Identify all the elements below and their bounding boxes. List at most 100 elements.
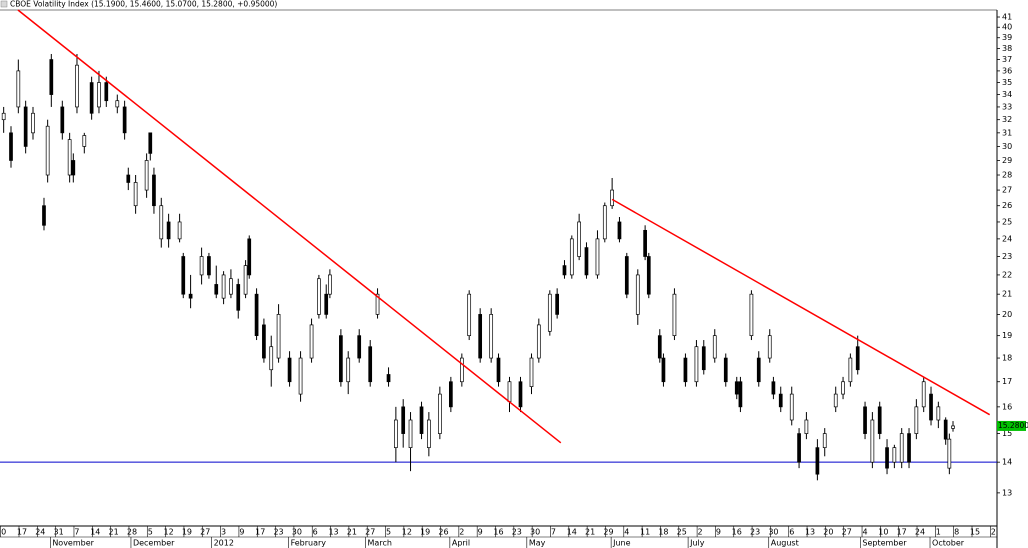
month-label: September: [862, 539, 907, 548]
month-label: April: [452, 539, 470, 548]
x-tick-label: 24: [35, 528, 45, 537]
candle-body: [723, 357, 728, 383]
candle-body: [419, 406, 424, 434]
candle-body: [617, 221, 622, 240]
candle-body: [624, 256, 629, 295]
x-tick-label: 21: [109, 528, 119, 537]
last-price-label: 15.2800: [998, 421, 1028, 430]
y-tick-label: 30: [1002, 142, 1012, 151]
y-tick-label: 37: [1002, 55, 1012, 64]
candle-body: [507, 381, 512, 403]
candle-body: [929, 393, 933, 421]
candle-body: [914, 406, 919, 434]
y-tick-label: 25: [1002, 217, 1012, 226]
x-tick-label: 6: [789, 528, 794, 537]
x-tick-label: 11: [640, 528, 650, 537]
x-tick-label: 9: [478, 528, 483, 537]
x-tick-label: 17: [17, 528, 27, 537]
month-label: March: [368, 539, 392, 548]
x-tick-label: 17: [897, 528, 907, 537]
x-tick-label: 23: [750, 528, 760, 537]
candle-body: [595, 238, 600, 276]
candle-body: [448, 381, 453, 408]
candle-body: [401, 406, 406, 434]
y-tick-label: 20: [1002, 310, 1012, 319]
candle-body: [584, 247, 589, 276]
candle-body: [683, 357, 688, 383]
candle-body: [841, 381, 845, 395]
x-tick-label: 21: [347, 528, 357, 537]
candle-body: [368, 346, 373, 383]
candle-body: [797, 433, 801, 463]
y-tick-label: 15: [1002, 429, 1012, 438]
x-tick-label: 4: [862, 528, 867, 537]
x-tick-label: 9: [716, 528, 721, 537]
candle-body: [438, 393, 442, 434]
candle-body: [822, 433, 827, 448]
candle-body: [82, 135, 87, 147]
candle-body: [767, 335, 772, 359]
candle-body: [635, 274, 640, 315]
candle-body: [756, 357, 761, 383]
x-tick-label: 19: [182, 528, 192, 537]
candle-body: [870, 419, 875, 463]
x-tick-label: 30: [530, 528, 540, 537]
candle-body: [951, 425, 955, 429]
x-tick-label: 6: [313, 528, 318, 537]
candle-body: [943, 419, 948, 440]
candle-body: [122, 106, 127, 134]
x-tick-label: 14: [90, 528, 100, 537]
candle-body: [287, 357, 292, 383]
last-price-box: [997, 420, 1026, 431]
candle-body: [877, 406, 882, 434]
candle-body: [49, 59, 54, 95]
candle-body: [478, 314, 483, 359]
candle-body: [899, 433, 904, 463]
x-tick-label: 16: [732, 528, 742, 537]
y-tick-label: 35: [1002, 78, 1012, 87]
candle-body: [45, 125, 50, 176]
candle-body: [16, 70, 21, 108]
month-label: August: [771, 539, 799, 548]
candle-body: [67, 139, 72, 176]
x-tick-label: 4: [624, 528, 629, 537]
candle-body: [778, 393, 783, 408]
candle-body: [892, 447, 897, 463]
x-tick-label: 2: [698, 528, 703, 537]
candle-body: [247, 238, 252, 276]
x-tick-label: 19: [420, 528, 430, 537]
month-label: November: [52, 539, 94, 548]
candle-body: [298, 357, 303, 395]
x-tick-label: 14: [567, 528, 577, 537]
candle-body: [921, 381, 926, 408]
candle-body: [104, 82, 109, 102]
month-label: 2012: [214, 539, 234, 548]
candle-body: [188, 293, 193, 299]
candle-body: [885, 447, 889, 469]
candle-body: [496, 357, 501, 383]
title-icon: [0, 0, 8, 8]
x-tick-label: 18: [658, 528, 668, 537]
candle-body: [324, 293, 329, 315]
candle-body: [848, 357, 853, 383]
candle-body: [23, 106, 28, 147]
x-tick-label: 27: [365, 528, 375, 537]
month-label: October: [932, 539, 965, 548]
candle-body: [467, 293, 472, 337]
candle-body: [115, 100, 120, 108]
x-tick-label: 3: [221, 528, 226, 537]
y-tick-label: 34: [1002, 90, 1012, 99]
candle-body: [126, 174, 131, 183]
candle-body: [181, 256, 186, 295]
candle-body: [701, 346, 706, 371]
x-tick-label: 5: [386, 528, 391, 537]
candle-body: [97, 82, 101, 108]
candle-body: [734, 381, 739, 395]
candle-body: [815, 447, 820, 475]
x-tick-label: 23: [273, 528, 283, 537]
candle-body: [771, 381, 776, 395]
candle-body: [42, 205, 46, 226]
y-tick-label: 33: [1002, 102, 1012, 111]
candle-body: [947, 438, 952, 469]
